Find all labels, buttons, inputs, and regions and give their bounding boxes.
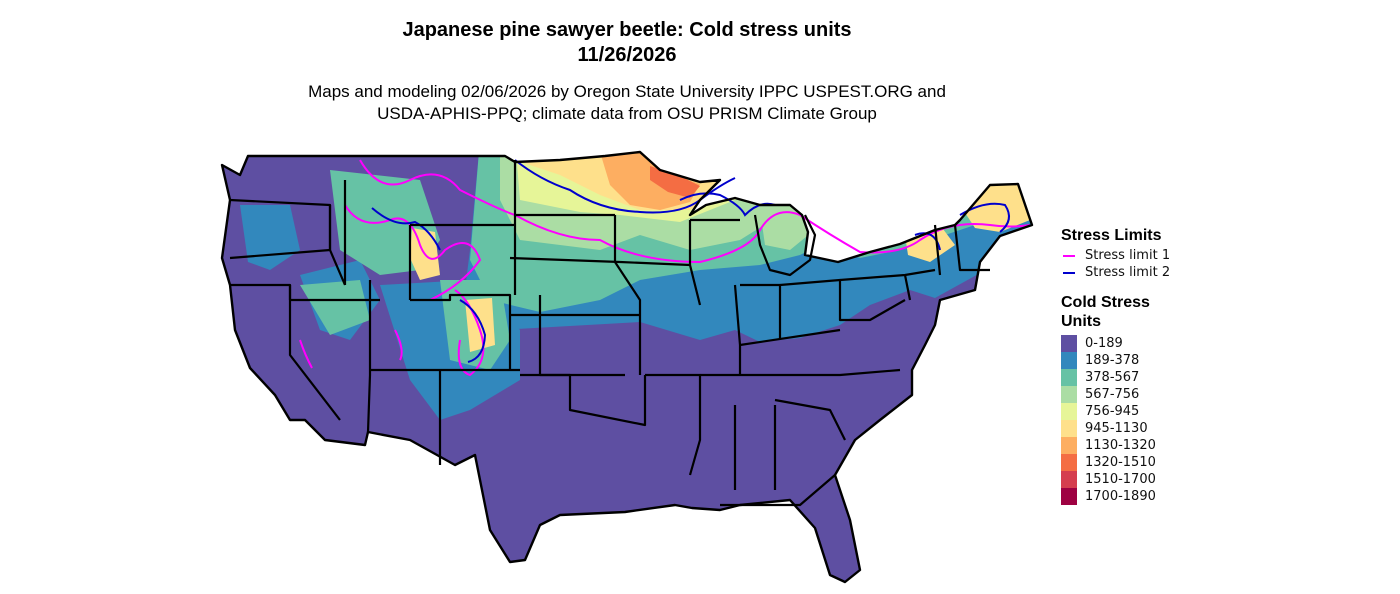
stress-limit-legend-item: Stress limit 2 xyxy=(1061,264,1261,281)
border-ms-al-ga xyxy=(733,398,846,490)
border-ok-tx xyxy=(520,373,647,427)
bin-color-swatch xyxy=(1061,386,1077,403)
bin-1130-1320-region xyxy=(600,152,700,210)
bin-color-swatch xyxy=(1061,335,1077,352)
border-nv-ut xyxy=(366,280,372,433)
border-tn-ky xyxy=(700,328,901,377)
cold-stress-bin-item: 567-756 xyxy=(1061,386,1261,403)
cold-stress-bin-item: 189-378 xyxy=(1061,352,1261,369)
stress-limit-label: Stress limit 1 xyxy=(1085,248,1171,263)
bin-label: 189-378 xyxy=(1085,353,1140,368)
map-title: Japanese pine sawyer beetle: Cold stress… xyxy=(0,18,1254,68)
stress-limit-legend-item: Stress limit 1 xyxy=(1061,247,1261,264)
subtitle-line-1: Maps and modeling 02/06/2026 by Oregon S… xyxy=(308,82,946,101)
stress-limit-contours xyxy=(299,159,1031,377)
stress-limits-list: Stress limit 1 Stress limit 2 xyxy=(1061,247,1261,281)
border-id xyxy=(328,180,347,286)
bin-label: 0-189 xyxy=(1085,336,1123,351)
bin-label: 1130-1320 xyxy=(1085,438,1156,453)
cold-stress-bins: 0-189 189-378 378-567 567-756 756-945 945-113… xyxy=(1061,335,1261,505)
bin-label: 378-567 xyxy=(1085,370,1140,385)
bin-label: 1700-1890 xyxy=(1085,489,1156,504)
cold-stress-bin-item: 1510-1700 xyxy=(1061,471,1261,488)
bin-color-swatch xyxy=(1061,352,1077,369)
border-oh-pa xyxy=(779,278,906,322)
stress-limit-label: Stress limit 2 xyxy=(1085,265,1171,280)
bin-label: 1510-1700 xyxy=(1085,472,1156,487)
cold-stress-bin-item: 1700-1890 xyxy=(1061,488,1261,505)
stress-limit-1-west-line xyxy=(344,204,482,301)
border-ut-co xyxy=(410,293,512,370)
border-wy xyxy=(408,223,515,300)
bin-label: 756-945 xyxy=(1085,404,1140,419)
bin-color-swatch xyxy=(1061,454,1077,471)
stress-limits-title: Stress Limits xyxy=(1061,227,1162,244)
border-wi xyxy=(688,218,740,265)
border-az-nm xyxy=(370,368,520,465)
title-line-1: Japanese pine sawyer beetle: Cold stress… xyxy=(402,19,852,41)
bin-1320-1510-region xyxy=(650,166,700,198)
bin-label: 567-756 xyxy=(1085,387,1140,402)
subtitle-line-2: USDA-APHIS-PPQ; climate data from OSU PR… xyxy=(377,104,877,123)
bin-color-swatch xyxy=(1061,471,1077,488)
bin-378-567-patch-nevada xyxy=(300,280,370,335)
cold-stress-bin-item: 0-189 xyxy=(1061,335,1261,352)
legend: Stress Limits Stress limit 1 Stress limit… xyxy=(1061,226,1261,505)
stress-limit-1-patches xyxy=(299,329,403,369)
stress-limit-2-west-line xyxy=(371,207,441,251)
stress-limit-2-northeast-line xyxy=(914,202,1010,251)
stress-limit-swatch xyxy=(1061,264,1077,281)
border-dakotas xyxy=(509,213,621,264)
bin-color-swatch xyxy=(1061,420,1077,437)
stress-limit-2-colorado-line xyxy=(459,299,487,363)
stress-limit-1-line xyxy=(359,159,1031,264)
cold-stress-bin-item: 756-945 xyxy=(1061,403,1261,420)
cold-stress-bin-item: 1320-1510 xyxy=(1061,454,1261,471)
bin-color-swatch xyxy=(1061,369,1077,386)
border-ar-la xyxy=(645,373,702,476)
bin-color-swatch xyxy=(1061,488,1077,505)
title-line-2: 11/26/2026 xyxy=(577,44,677,66)
bin-label: 945-1130 xyxy=(1085,421,1148,436)
bin-color-swatch xyxy=(1061,437,1077,454)
cold-stress-title: Cold Stress Units xyxy=(1061,294,1150,330)
border-ca-nv xyxy=(288,285,341,421)
bin-color-swatch xyxy=(1061,403,1077,420)
cold-stress-bin-item: 378-567 xyxy=(1061,369,1261,386)
border-new-england xyxy=(933,224,990,276)
cold-stress-bin-item: 945-1130 xyxy=(1061,420,1261,437)
map-subtitle: Maps and modeling 02/06/2026 by Oregon S… xyxy=(0,81,1254,125)
cold-stress-heatmap xyxy=(222,152,1032,582)
bin-label: 1320-1510 xyxy=(1085,455,1156,470)
cold-stress-bin-item: 1130-1320 xyxy=(1061,437,1261,454)
border-michigan xyxy=(753,214,817,277)
stress-limit-swatch xyxy=(1061,247,1077,264)
border-mn-ia-mo xyxy=(613,215,642,375)
border-ny-pa xyxy=(839,268,936,301)
